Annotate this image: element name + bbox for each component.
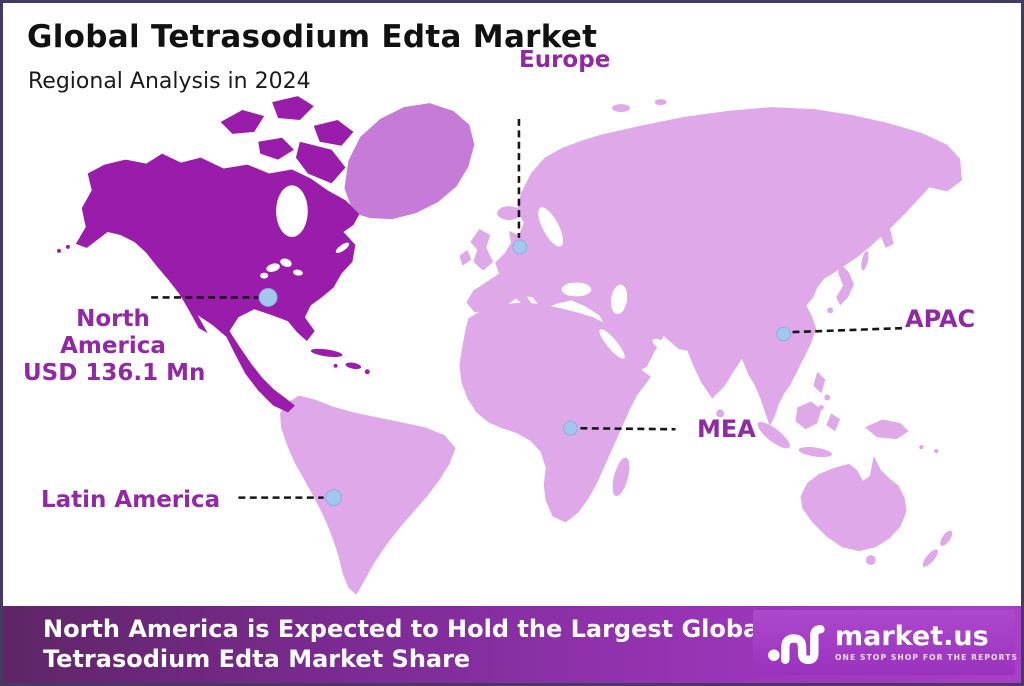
- brand-logo-panel: market.us ONE STOP SHOP FOR THE REPORTS: [753, 610, 1019, 675]
- eurasia-region: [466, 107, 963, 427]
- brand-tagline: ONE STOP SHOP FOR THE REPORTS: [835, 653, 1019, 662]
- uk-region: [470, 229, 494, 271]
- marker-europe: [512, 239, 528, 255]
- leader-lines: [151, 118, 903, 499]
- svalbard-region: [612, 104, 630, 113]
- nz-north-island: [940, 530, 953, 546]
- page-subtitle: Regional Analysis in 2024: [28, 69, 311, 94]
- label-europe: Europe: [519, 47, 611, 73]
- arctic-island-4: [258, 137, 294, 160]
- australia-region: [800, 456, 907, 552]
- sakhalin-island: [861, 251, 869, 271]
- label-latin-america: Latin America: [41, 487, 221, 513]
- world-map: [57, 96, 963, 595]
- philippines-islet: [824, 394, 831, 401]
- region-markers: [258, 239, 792, 507]
- brand-text-stack: market.us ONE STOP SHOP FOR THE REPORTS: [835, 621, 1019, 663]
- philippines-island: [813, 371, 826, 394]
- persian-gulf: [652, 338, 667, 350]
- market-us-logo-icon: [768, 624, 825, 664]
- marker-latin-america: [325, 489, 342, 507]
- land-regions: [280, 99, 963, 595]
- africa-region: [459, 302, 651, 523]
- baffin-island: [295, 141, 346, 184]
- sulawesi-island: [826, 413, 841, 432]
- sea-overlays: [260, 185, 667, 359]
- st-lawrence-gulf: [335, 242, 350, 253]
- iceland-region: [497, 206, 521, 221]
- kamchatka-region: [869, 206, 894, 248]
- marker-north-america: [258, 287, 278, 307]
- baltic-sea: [538, 207, 564, 247]
- arctic-isle: [654, 99, 667, 106]
- philippines-islet-2: [818, 404, 824, 410]
- sumatra-island: [757, 421, 790, 449]
- brand-name: market.us: [835, 621, 989, 652]
- hispaniola-island: [345, 362, 362, 370]
- caspian-sea: [610, 284, 628, 315]
- great-lake-3: [292, 269, 303, 276]
- japan-region: [836, 262, 854, 306]
- footer-headline: North America is Expected to Hold the La…: [43, 614, 768, 674]
- footer-headline-line1: North America is Expected to Hold the La…: [43, 615, 768, 643]
- arctic-island-3: [313, 119, 354, 146]
- footer-banner: North America is Expected to Hold the La…: [3, 606, 1021, 683]
- nz-south-island: [922, 549, 938, 567]
- cuba-island: [310, 348, 343, 357]
- label-north-america-value: USD 136.1 Mn: [23, 360, 206, 386]
- jamaica-islet: [333, 363, 338, 368]
- leader-mea: [580, 426, 676, 431]
- arctic-island-2: [272, 96, 314, 120]
- arctic-island-1: [220, 110, 265, 134]
- red-sea: [599, 329, 625, 359]
- marker-apac: [776, 326, 792, 342]
- footer-headline-line2: Tetrasodium Edta Market Share: [43, 645, 471, 673]
- great-lake-1: [266, 263, 280, 272]
- label-mea: MEA: [697, 415, 756, 443]
- leader-apac: [792, 326, 903, 334]
- hokkaido-island: [851, 249, 859, 257]
- greenland-region: [344, 103, 475, 220]
- madagascar-island: [612, 457, 630, 497]
- japan-island: [827, 307, 834, 314]
- new-guinea-island: [864, 419, 909, 440]
- puerto-rico-islet: [364, 369, 370, 375]
- marker-mea: [563, 420, 578, 436]
- pacific-islet: [919, 444, 924, 450]
- tasmania-island: [865, 555, 876, 566]
- borneo-island: [795, 401, 822, 430]
- great-lake-4: [260, 272, 269, 279]
- ireland-region: [459, 249, 472, 266]
- aleutian-islet-2: [57, 248, 61, 253]
- hudson-bay: [276, 185, 308, 237]
- black-sea: [561, 282, 592, 297]
- label-north-america-line2: America: [60, 333, 166, 359]
- java-island: [798, 447, 833, 458]
- great-lake-2: [280, 258, 292, 267]
- south-america-region: [280, 395, 456, 595]
- label-north-america: North America USD 136.1 Mn: [23, 306, 206, 387]
- sri-lanka-island: [716, 409, 725, 418]
- page-title: Global Tetrasodium Edta Market: [27, 19, 598, 55]
- label-apac: APAC: [905, 305, 976, 333]
- pacific-islet-2: [934, 448, 939, 454]
- label-north-america-line1: North: [76, 306, 150, 332]
- aleutian-islet: [65, 244, 70, 249]
